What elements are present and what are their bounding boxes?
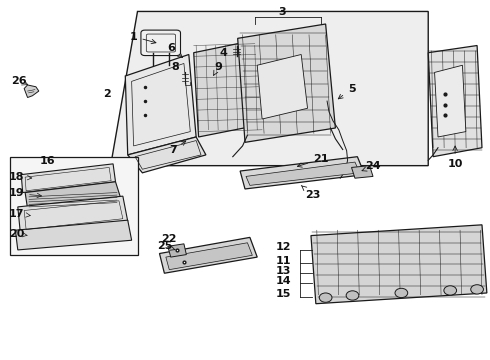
Text: 26: 26 [11, 76, 27, 86]
Polygon shape [246, 162, 360, 185]
Circle shape [346, 291, 359, 300]
Text: 15: 15 [275, 289, 291, 299]
Circle shape [319, 293, 332, 302]
Circle shape [395, 288, 408, 298]
Text: 12: 12 [275, 242, 291, 252]
Polygon shape [240, 157, 365, 189]
Text: 22: 22 [162, 234, 177, 244]
Text: 5: 5 [338, 84, 355, 99]
Polygon shape [24, 85, 39, 98]
Text: 4: 4 [220, 48, 227, 58]
Text: 13: 13 [275, 266, 291, 276]
Text: 6: 6 [167, 43, 182, 58]
Text: 2: 2 [103, 89, 111, 99]
Text: 19: 19 [8, 188, 42, 198]
FancyBboxPatch shape [141, 30, 180, 55]
Polygon shape [15, 220, 132, 250]
Circle shape [471, 285, 484, 294]
Text: 1: 1 [130, 32, 156, 44]
Polygon shape [18, 196, 128, 232]
Bar [10, 157, 138, 255]
Circle shape [444, 286, 457, 295]
Polygon shape [166, 243, 252, 270]
Text: 7: 7 [169, 141, 186, 155]
Polygon shape [194, 40, 262, 137]
Text: 16: 16 [39, 156, 55, 166]
Polygon shape [25, 182, 121, 209]
Polygon shape [435, 65, 466, 137]
Text: 11: 11 [275, 256, 291, 266]
Text: 10: 10 [447, 146, 463, 169]
Text: 24: 24 [362, 161, 381, 171]
Text: 14: 14 [275, 276, 291, 287]
Polygon shape [311, 225, 487, 304]
Polygon shape [128, 137, 206, 173]
Polygon shape [351, 166, 373, 178]
Text: 3: 3 [278, 7, 286, 17]
Polygon shape [21, 164, 116, 193]
Text: 20: 20 [9, 229, 27, 239]
Polygon shape [168, 244, 186, 257]
Text: 21: 21 [297, 154, 328, 167]
Polygon shape [125, 54, 196, 155]
Polygon shape [159, 237, 257, 273]
Text: 25: 25 [157, 241, 175, 251]
Polygon shape [257, 54, 308, 119]
Text: 18: 18 [9, 172, 32, 182]
Polygon shape [428, 45, 482, 157]
Polygon shape [238, 24, 335, 142]
Polygon shape [111, 12, 428, 166]
Text: 23: 23 [301, 185, 320, 200]
Text: 8: 8 [172, 62, 179, 72]
Text: 9: 9 [214, 62, 222, 75]
Text: 17: 17 [9, 209, 30, 219]
